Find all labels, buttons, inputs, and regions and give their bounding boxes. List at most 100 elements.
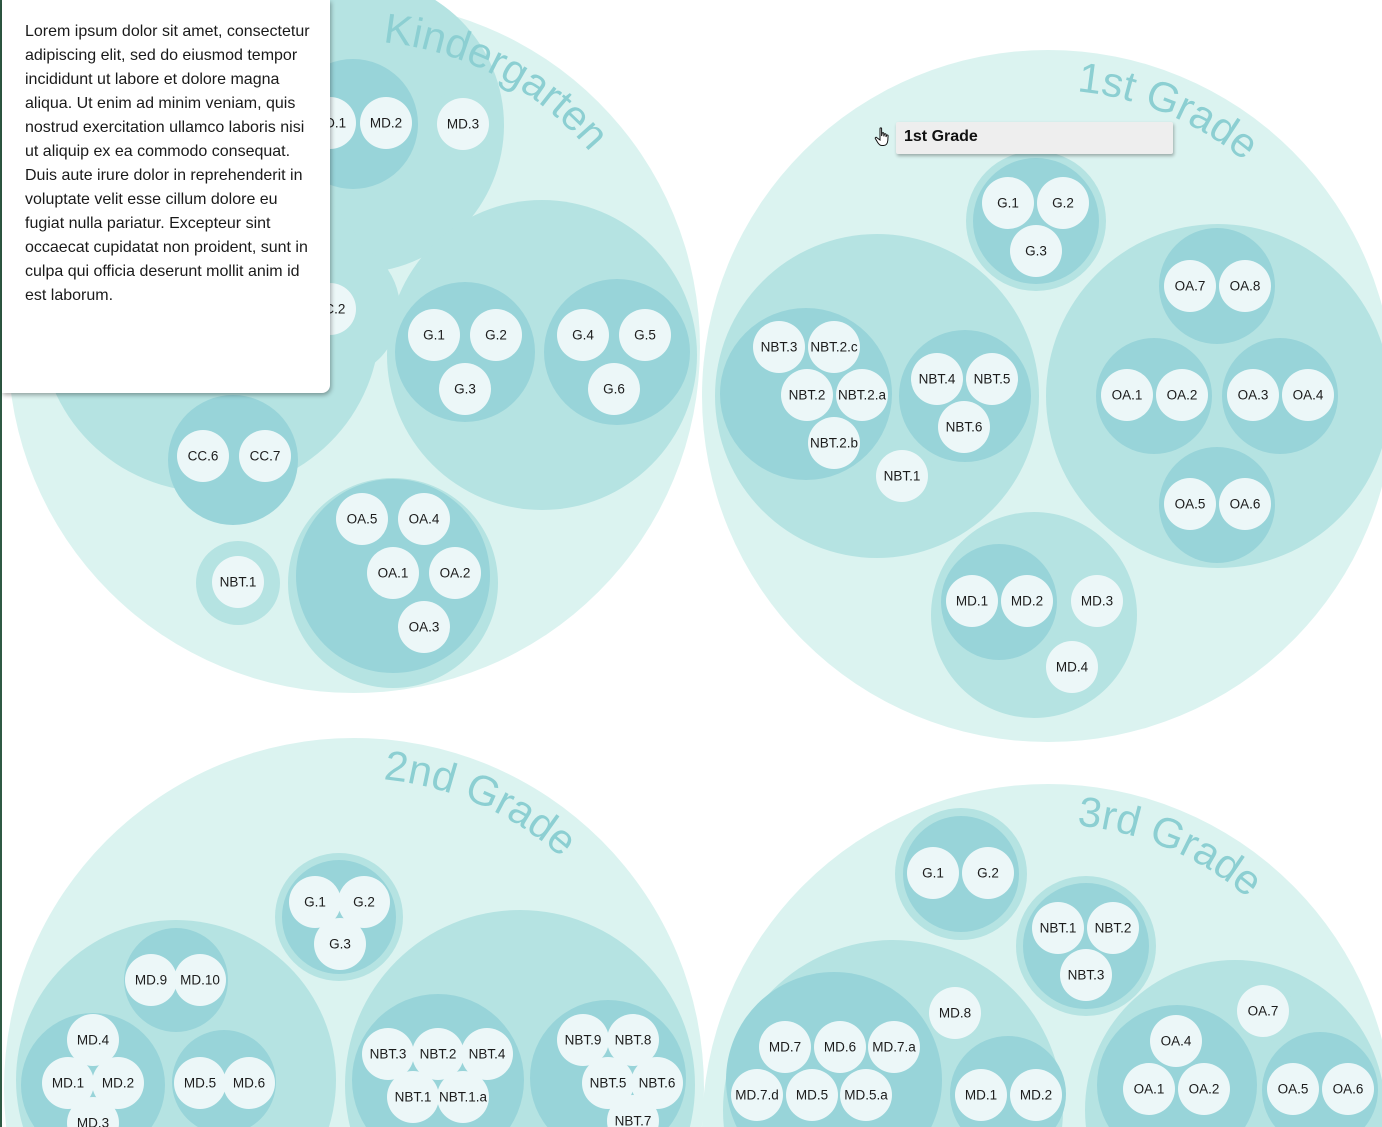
standard-circle[interactable]: [836, 369, 888, 421]
cluster-circle[interactable]: [1159, 228, 1275, 344]
standard-circle[interactable]: [174, 954, 226, 1006]
standard-circle[interactable]: [1001, 575, 1053, 627]
standard-circle[interactable]: [470, 309, 522, 361]
standard-node[interactable]: G.2: [1037, 177, 1089, 229]
standard-node[interactable]: NBT.2: [412, 1028, 464, 1080]
standard-node[interactable]: NBT.2: [1087, 902, 1139, 954]
cluster-circle[interactable]: [1222, 338, 1338, 454]
standard-node[interactable]: G.5: [619, 309, 671, 361]
standard-node[interactable]: MD.5: [786, 1069, 838, 1121]
standard-node[interactable]: G.1: [907, 847, 959, 899]
standard-circle[interactable]: [607, 1014, 659, 1066]
standard-circle[interactable]: [1087, 902, 1139, 954]
cluster-group[interactable]: MD.9 MD.10: [124, 928, 228, 1032]
standard-circle[interactable]: [1156, 369, 1208, 421]
cluster-circle[interactable]: [168, 395, 298, 525]
standard-node[interactable]: MD.2: [92, 1057, 144, 1109]
standard-node[interactable]: G.1: [408, 309, 460, 361]
standard-node[interactable]: NBT.3: [753, 321, 805, 373]
standard-circle[interactable]: [557, 309, 609, 361]
cluster-group[interactable]: NBT.1: [203, 547, 273, 617]
cluster-group[interactable]: NBT.1: [871, 445, 933, 507]
domain-group[interactable]: G.1 G.2 G.3: [966, 151, 1106, 291]
standard-circle[interactable]: [338, 876, 390, 928]
cluster-group[interactable]: G.1 G.2 G.3: [282, 860, 396, 974]
standard-circle[interactable]: [929, 987, 981, 1039]
standard-circle[interactable]: [808, 417, 860, 469]
standard-node[interactable]: OA.5: [336, 493, 388, 545]
standard-node[interactable]: G.3: [1010, 225, 1062, 277]
standard-node[interactable]: MD.7.d: [731, 1069, 783, 1121]
standard-node[interactable]: G.2: [470, 309, 522, 361]
cluster-circle[interactable]: [941, 544, 1057, 660]
standard-node[interactable]: MD.8: [924, 982, 986, 1044]
standard-node[interactable]: MD.10: [174, 954, 226, 1006]
standard-circle[interactable]: [1164, 260, 1216, 312]
standard-node[interactable]: MD.7.a: [868, 1021, 920, 1073]
standard-node[interactable]: G.2: [962, 847, 1014, 899]
standard-node[interactable]: NBT.2.c: [808, 321, 860, 373]
cluster-circle[interactable]: [1096, 338, 1212, 454]
cluster-group[interactable]: G.1 G.2 G.3: [973, 158, 1099, 284]
cluster-group[interactable]: MD.3: [428, 89, 498, 159]
standard-circle[interactable]: [437, 98, 489, 150]
standard-node[interactable]: NBT.1: [387, 1071, 439, 1123]
standard-node[interactable]: MD.4: [67, 1014, 119, 1066]
standard-circle[interactable]: [177, 430, 229, 482]
standard-circle[interactable]: [362, 1028, 414, 1080]
standard-circle[interactable]: [1032, 902, 1084, 954]
standard-node[interactable]: MD.2: [1010, 1069, 1062, 1121]
standard-node[interactable]: OA.3: [1227, 369, 1279, 421]
cluster-group[interactable]: NBT.4 NBT.5 NBT.6: [899, 330, 1031, 462]
standard-node[interactable]: OA.7: [1164, 260, 1216, 312]
standard-circle[interactable]: [962, 847, 1014, 899]
standard-node[interactable]: NBT.8: [607, 1014, 659, 1066]
standard-node[interactable]: MD.7: [759, 1021, 811, 1073]
standard-circle[interactable]: [67, 1014, 119, 1066]
standard-node[interactable]: OA.1: [1123, 1063, 1175, 1115]
standard-node[interactable]: NBT.1: [1032, 902, 1084, 954]
cluster-group[interactable]: CC.6 CC.7: [168, 395, 298, 525]
standard-circle[interactable]: [938, 401, 990, 453]
standard-circle[interactable]: [398, 493, 450, 545]
cluster-group[interactable]: OA.3 OA.4: [1222, 338, 1338, 454]
standard-circle[interactable]: [1010, 225, 1062, 277]
standard-node[interactable]: MD.3: [1066, 570, 1128, 632]
standard-circle[interactable]: [412, 1028, 464, 1080]
cluster-group[interactable]: G.4 G.5 G.6: [544, 279, 690, 425]
standard-node[interactable]: G.4: [557, 309, 609, 361]
standard-node[interactable]: G.2: [338, 876, 390, 928]
standard-circle[interactable]: [907, 847, 959, 899]
cluster-group[interactable]: OA.5 OA.6: [1262, 1032, 1378, 1127]
standard-node[interactable]: MD.1: [955, 1069, 1007, 1121]
domain-group[interactable]: OA.5 OA.4 OA.1 OA.2 OA.3: [288, 478, 498, 688]
domain-group[interactable]: G.1 G.2 G.3 G.4 G.5 G.6: [387, 200, 697, 510]
standard-circle[interactable]: [174, 1057, 226, 1109]
cluster-group[interactable]: NBT.3 NBT.2.c NBT.2 NBT.2.a NBT.2.b: [720, 308, 892, 480]
standard-circle[interactable]: [619, 309, 671, 361]
cluster-group[interactable]: OA.7: [1232, 980, 1294, 1042]
standard-circle[interactable]: [759, 1021, 811, 1073]
standard-circle[interactable]: [582, 1057, 634, 1109]
standard-circle[interactable]: [92, 1057, 144, 1109]
standard-circle[interactable]: [868, 1021, 920, 1073]
standard-circle[interactable]: [1282, 369, 1334, 421]
standard-node[interactable]: OA.4: [1282, 369, 1334, 421]
standard-node[interactable]: G.6: [588, 363, 640, 415]
standard-circle[interactable]: [876, 450, 928, 502]
cluster-circle[interactable]: [1159, 447, 1275, 563]
standard-circle[interactable]: [1164, 478, 1216, 530]
standard-node[interactable]: NBT.7: [607, 1095, 659, 1127]
cluster-group[interactable]: G.1 G.2: [903, 816, 1019, 932]
standard-circle[interactable]: [439, 363, 491, 415]
standard-node[interactable]: OA.5: [1164, 478, 1216, 530]
domain-group[interactable]: MD.8MD.7 MD.6 MD.7.aMD.7.d MD.5 MD.5.a MD.1 MD…: [723, 940, 1066, 1127]
standard-node[interactable]: NBT.2: [781, 369, 833, 421]
standard-node[interactable]: OA.7: [1232, 980, 1294, 1042]
cluster-group[interactable]: MD.1 MD.2: [941, 544, 1057, 660]
domain-group[interactable]: NBT.1 NBT.2 NBT.3: [1016, 876, 1156, 1016]
standard-circle[interactable]: [631, 1057, 683, 1109]
standard-node[interactable]: NBT.5: [582, 1057, 634, 1109]
